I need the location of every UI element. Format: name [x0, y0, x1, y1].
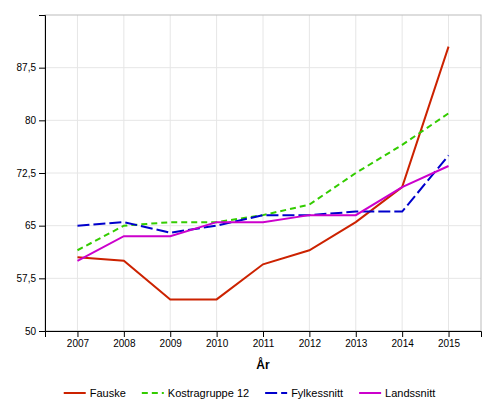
legend-item: Fauske — [64, 387, 126, 399]
legend-swatch — [64, 392, 86, 394]
tick-mark — [356, 331, 357, 337]
y-axis: 50 57,5 65 72,5 80 87,5 — [17, 16, 46, 337]
tick: 72,5 — [17, 168, 45, 179]
tick-mark — [39, 120, 45, 121]
grid — [45, 15, 481, 331]
x-axis: 2007 2008 2009 2010 2011 2012 2013 2014 2015 — [46, 331, 482, 349]
tick-mark — [39, 226, 45, 227]
series-line — [77, 113, 448, 250]
grid-line — [77, 15, 78, 331]
tick: 87,5 — [17, 62, 45, 73]
tick: 2009 — [160, 331, 183, 349]
tick-mark — [263, 331, 264, 337]
lines — [77, 47, 448, 300]
chart: 2007 2008 2009 2010 2011 2012 2013 2014 2015 50 57… — [0, 0, 499, 411]
tick-mark — [402, 331, 403, 337]
tick: 2010 — [206, 331, 229, 349]
legend: Fauske Kostragruppe 12 Fylkessnitt Landssni… — [64, 387, 436, 399]
tick-label: 2009 — [160, 338, 183, 349]
tick-label: 2012 — [299, 338, 322, 349]
tick-mark — [217, 331, 218, 337]
legend-swatch — [142, 392, 164, 394]
plot-frame — [45, 15, 481, 331]
tick-label: 2013 — [345, 338, 368, 349]
grid-line — [170, 15, 171, 331]
grid-line — [216, 15, 217, 331]
legend-label: Fylkessnitt — [291, 387, 343, 399]
tick: 2008 — [113, 331, 136, 349]
tick: 65 — [25, 220, 45, 231]
grid-line — [263, 15, 264, 331]
tick-mark — [449, 331, 450, 337]
legend-item: Fylkessnitt — [265, 387, 343, 399]
tick-mark — [170, 331, 171, 337]
tick-label: 2011 — [253, 338, 275, 349]
x-axis-label: År — [256, 357, 270, 372]
tick-label: 2008 — [113, 338, 136, 349]
tick-label: 65 — [25, 220, 37, 231]
legend-label: Landssnitt — [385, 387, 435, 399]
tick: 50 — [25, 326, 45, 337]
tick: 2013 — [345, 331, 368, 349]
tick-label: 2014 — [392, 338, 415, 349]
tick-label: 50 — [25, 326, 37, 337]
tick-mark — [39, 173, 45, 174]
legend-label: Kostragruppe 12 — [168, 387, 249, 399]
tick: 2014 — [392, 331, 415, 349]
axis-domain — [46, 332, 482, 338]
tick: 57,5 — [17, 273, 45, 284]
series-line — [77, 155, 448, 232]
tick-mark — [124, 331, 125, 337]
legend-item: Landssnitt — [359, 387, 435, 399]
tick-mark — [39, 68, 45, 69]
tick-label: 87,5 — [17, 62, 37, 73]
tick: 2011 — [253, 331, 275, 349]
tick-mark — [39, 331, 45, 332]
legend-swatch — [359, 392, 381, 394]
tick-mark — [39, 278, 45, 279]
tick: 80 — [25, 115, 45, 126]
tick-label: 2010 — [206, 338, 229, 349]
legend-swatch — [265, 392, 287, 394]
tick: 2007 — [67, 331, 90, 349]
tick-label: 2007 — [67, 338, 90, 349]
tick: 2015 — [438, 331, 461, 349]
grid-line — [448, 15, 449, 331]
tick-label: 80 — [25, 115, 37, 126]
tick: 2012 — [299, 331, 322, 349]
grid-line — [123, 15, 124, 331]
tick-label: 72,5 — [17, 168, 37, 179]
tick-label: 2015 — [438, 338, 461, 349]
tick-mark — [309, 331, 310, 337]
tick-mark — [77, 331, 78, 337]
grid-line — [402, 15, 403, 331]
series-line — [77, 166, 448, 261]
axis-domain — [39, 16, 46, 332]
legend-label: Fauske — [90, 387, 126, 399]
tick-label: 57,5 — [17, 273, 37, 284]
grid-line — [309, 15, 310, 331]
legend-item: Kostragruppe 12 — [142, 387, 249, 399]
series-line — [77, 47, 448, 300]
